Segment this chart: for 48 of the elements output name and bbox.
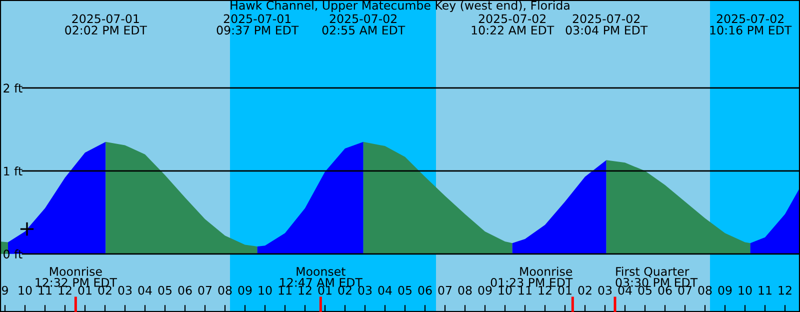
ref-line-label: Moonset 12:47 AM EDT [280, 267, 362, 287]
ref-line-label: Moonrise 12:32 PM EDT [36, 266, 117, 287]
x-tick-label: 01 [558, 286, 572, 295]
x-tick-label: 07 [678, 286, 692, 295]
x-tick-label: 05 [398, 286, 412, 295]
x-tick-label: 12 [298, 286, 312, 295]
x-tick-label: 03 [118, 286, 132, 295]
x-tick-label: 06 [418, 286, 432, 295]
x-tick-label: 10 [738, 286, 752, 295]
x-tick-label: 11 [758, 286, 772, 295]
x-tick-label: 03 [358, 286, 372, 295]
x-tick-label: 10 [258, 286, 272, 295]
x-tick-label: 09 [478, 286, 492, 295]
x-tick-label: 01 [318, 286, 332, 295]
x-tick-label: 07 [198, 286, 212, 295]
x-tick-label: 12 [58, 286, 72, 295]
x-tick-label: 05 [158, 286, 172, 295]
x-tick-label: 03 [598, 286, 612, 295]
x-tick-label: 08 [458, 286, 472, 295]
x-tick-label: 02 [578, 286, 592, 295]
x-tick-label: 10 [18, 286, 32, 295]
annotation: 2025-07-02 03:04 PM EDT [566, 14, 648, 35]
x-tick-label: 02 [98, 286, 112, 295]
annotation: 2025-07-02 02:55 AM EDT [322, 14, 406, 35]
y-tick-label: 2 ft [4, 83, 22, 92]
annotation: 2025-07-02 10:16 PM EDT [710, 14, 792, 35]
x-tick-label: 06 [178, 286, 192, 295]
x-tick-label: 12 [778, 286, 792, 295]
x-tick-label: 10 [498, 286, 512, 295]
x-tick-label: 04 [618, 286, 632, 295]
x-tick-label: 07 [438, 286, 452, 295]
y-tick-label: 1 ft [4, 166, 22, 176]
x-tick-label: 11 [518, 286, 532, 295]
x-tick-label: 05 [638, 286, 652, 295]
x-tick-label: 01 [78, 286, 92, 295]
x-tick-label: 09 [238, 286, 252, 295]
x-tick-label: 04 [138, 286, 152, 295]
x-tick-label: 04 [378, 286, 392, 295]
annotation: 2025-07-01 09:37 PM EDT [216, 14, 299, 35]
annotation: 2025-07-02 10:22 AM EDT [472, 14, 554, 35]
ref-line-label: First Quarter 03:30 PM EDT [616, 266, 698, 287]
x-tick-label: 06 [658, 286, 672, 295]
x-tick-label: 09 [718, 286, 732, 295]
x-tick-label: 11 [38, 286, 52, 295]
x-tick-label: 9 [2, 286, 8, 295]
ref-line-label: Moonrise 01:23 PM EDT [490, 266, 573, 287]
x-tick-label: 12 [538, 286, 552, 295]
annotation: 2025-07-01 02:02 PM EDT [65, 14, 147, 35]
